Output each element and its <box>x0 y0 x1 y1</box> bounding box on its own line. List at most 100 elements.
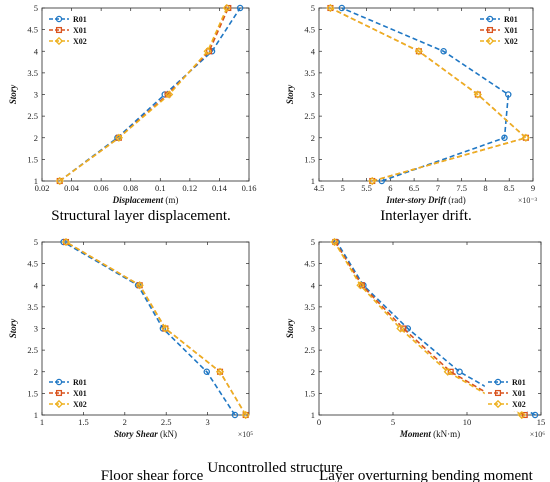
legend-label: X02 <box>73 37 87 46</box>
x-tick-label: 1 <box>40 417 44 427</box>
legend: R01 X01 X02 <box>476 11 530 49</box>
data-point <box>222 3 231 13</box>
y-tick-label: 3 <box>311 90 315 100</box>
y-tick-label: 1 <box>34 176 38 186</box>
data-point <box>241 410 250 420</box>
y-tick-label: 4 <box>311 46 316 56</box>
legend-label: X01 <box>73 26 87 35</box>
y-tick-label: 1.5 <box>304 388 315 398</box>
y-tick-label: 1.5 <box>27 388 38 398</box>
legend-label: X02 <box>504 37 518 46</box>
data-point <box>55 176 64 186</box>
chart-panel-3: 1 1.5 2 2.5 3 1 1.5 2 2.5 3 3.5 4 4.5 5 ×10⁵ Story Shea… <box>8 237 253 482</box>
y-tick-label: 5 <box>311 237 315 247</box>
panel-caption: Layer overturning bending moment <box>319 468 534 482</box>
y-tick-label: 4.5 <box>27 259 38 269</box>
x-tick-label: 0.02 <box>35 183 50 193</box>
y-tick-label: 3.5 <box>304 68 315 78</box>
x-tick-label: 7.5 <box>456 183 467 193</box>
legend-box <box>484 374 538 412</box>
data-point <box>338 4 346 12</box>
x-tick-label: 5 <box>341 183 345 193</box>
data-point <box>505 91 512 98</box>
y-tick-label: 2.5 <box>27 345 38 355</box>
legend-marker <box>493 399 503 409</box>
data-point <box>135 281 144 290</box>
legend: R01 X01 X02 <box>45 374 99 412</box>
legend-label: X01 <box>512 389 526 398</box>
x-axis-unit: (kN·m) <box>431 429 460 439</box>
x-axis-label: Moment (kN·m) <box>399 429 460 439</box>
y-tick-label: 5 <box>34 237 38 247</box>
y-tick-label: 1.5 <box>304 154 315 164</box>
data-point <box>521 411 528 419</box>
x-tick-label: 5.5 <box>361 183 372 193</box>
x-tick-label: 0.04 <box>64 183 80 193</box>
x-tick-label: 5 <box>391 417 395 427</box>
legend-marker <box>55 26 63 34</box>
data-point <box>414 47 423 56</box>
legend-marker <box>494 378 502 386</box>
legend-label: X01 <box>504 26 518 35</box>
data-point <box>473 90 482 99</box>
data-point <box>203 368 211 375</box>
data-point <box>531 411 539 419</box>
legend-marker <box>486 26 494 34</box>
y-tick-label: 4.5 <box>304 259 315 269</box>
x-tick-label: 9 <box>531 183 535 193</box>
data-point <box>356 281 365 290</box>
data-point <box>161 324 170 333</box>
panel-caption: Floor shear force <box>101 468 204 482</box>
x-tick-label: 0.08 <box>123 183 138 193</box>
y-tick-label: 2 <box>311 133 315 143</box>
legend-label: R01 <box>73 378 87 387</box>
x-exponent-label: ×10⁻³ <box>518 196 538 205</box>
legend-marker <box>54 399 64 409</box>
x-tick-label: 0.14 <box>212 183 228 193</box>
x-axis-unit: (kN) <box>158 429 177 439</box>
figure-caption: Uncontrolled structure <box>207 460 343 476</box>
legend-box <box>45 11 99 49</box>
legend-marker <box>55 15 63 23</box>
x-tick-label: 10 <box>463 417 472 427</box>
data-point <box>326 3 335 13</box>
y-axis-label: Story <box>285 84 295 105</box>
data-point <box>61 237 71 247</box>
legend-marker <box>486 15 494 23</box>
legend-marker <box>485 36 495 46</box>
data-point <box>236 4 244 12</box>
x-tick-label: 6 <box>388 183 392 193</box>
x-tick-label: 6.5 <box>409 183 420 193</box>
y-tick-label: 1 <box>311 410 315 420</box>
y-tick-label: 3 <box>311 324 315 334</box>
data-point <box>521 133 530 142</box>
data-point <box>231 411 239 419</box>
series-line <box>330 7 528 182</box>
legend-marker <box>54 36 64 46</box>
legend-label: X02 <box>512 400 526 409</box>
series-X02 <box>330 237 526 420</box>
legend-box <box>476 11 530 49</box>
series-line <box>59 7 228 182</box>
data-point <box>396 324 405 333</box>
x-tick-label: 0.16 <box>242 183 257 193</box>
series-line <box>333 241 523 416</box>
x-tick-label: 0 <box>317 417 321 427</box>
y-axis-label: Story <box>285 318 295 339</box>
y-tick-label: 4.5 <box>27 25 38 35</box>
legend-box <box>45 374 99 412</box>
series-X02 <box>55 3 231 186</box>
y-tick-label: 2 <box>34 133 38 143</box>
chart-panel-2: 4.5 5 5.5 6 6.5 7 7.5 8 8.5 9 1 1.5 2 2.5 3 3.5 4 4.5 5 ×10… <box>285 3 538 224</box>
y-axis-label: Story <box>8 84 18 105</box>
legend: R01 X01 X02 <box>484 374 538 412</box>
y-tick-label: 2.5 <box>27 111 38 121</box>
legend-label: R01 <box>504 15 518 24</box>
y-tick-label: 4 <box>311 280 316 290</box>
data-point <box>456 368 463 375</box>
panel-caption: Interlayer drift. <box>380 208 472 224</box>
y-tick-label: 3.5 <box>27 68 38 78</box>
data-point <box>203 47 212 56</box>
series-X02 <box>326 3 530 186</box>
x-tick-label: 4.5 <box>314 183 325 193</box>
